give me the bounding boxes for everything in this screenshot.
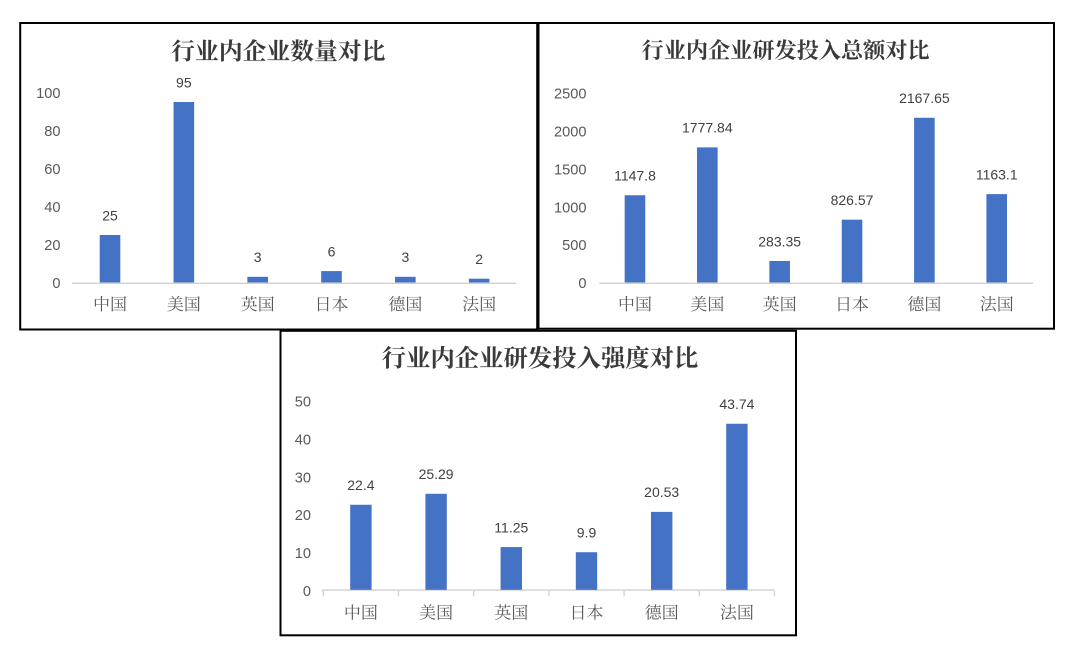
- svg-text:20: 20: [44, 238, 60, 254]
- svg-text:30: 30: [295, 470, 311, 486]
- svg-text:2: 2: [475, 251, 483, 267]
- svg-text:3: 3: [401, 249, 409, 265]
- svg-text:3: 3: [254, 249, 262, 265]
- svg-text:50: 50: [295, 394, 311, 410]
- svg-text:25: 25: [102, 207, 118, 223]
- svg-text:1777.84: 1777.84: [682, 120, 733, 136]
- svg-text:60: 60: [44, 162, 60, 178]
- svg-text:100: 100: [36, 86, 60, 102]
- svg-text:6: 6: [328, 243, 336, 259]
- svg-text:826.57: 826.57: [831, 192, 874, 208]
- svg-text:2000: 2000: [554, 125, 586, 141]
- svg-text:22.4: 22.4: [347, 477, 374, 493]
- svg-text:1147.8: 1147.8: [614, 168, 656, 184]
- svg-text:1163.1: 1163.1: [976, 166, 1018, 182]
- svg-text:10: 10: [295, 546, 311, 562]
- svg-text:25.29: 25.29: [419, 466, 454, 482]
- svg-text:283.35: 283.35: [758, 233, 801, 249]
- svg-text:500: 500: [562, 238, 586, 254]
- svg-text:43.74: 43.74: [719, 396, 754, 412]
- svg-text:40: 40: [44, 200, 60, 216]
- svg-text:11.25: 11.25: [494, 519, 528, 535]
- svg-text:95: 95: [176, 74, 192, 90]
- svg-text:40: 40: [295, 432, 311, 448]
- svg-text:0: 0: [578, 276, 586, 292]
- svg-text:20.53: 20.53: [644, 484, 679, 500]
- svg-text:20: 20: [295, 508, 311, 524]
- svg-text:1500: 1500: [554, 162, 586, 178]
- svg-text:2167.65: 2167.65: [899, 90, 950, 106]
- svg-text:80: 80: [44, 124, 60, 140]
- svg-text:0: 0: [303, 584, 311, 600]
- svg-text:0: 0: [52, 276, 60, 292]
- svg-text:9.9: 9.9: [577, 525, 597, 541]
- svg-text:1000: 1000: [554, 200, 586, 216]
- svg-text:2500: 2500: [554, 87, 586, 103]
